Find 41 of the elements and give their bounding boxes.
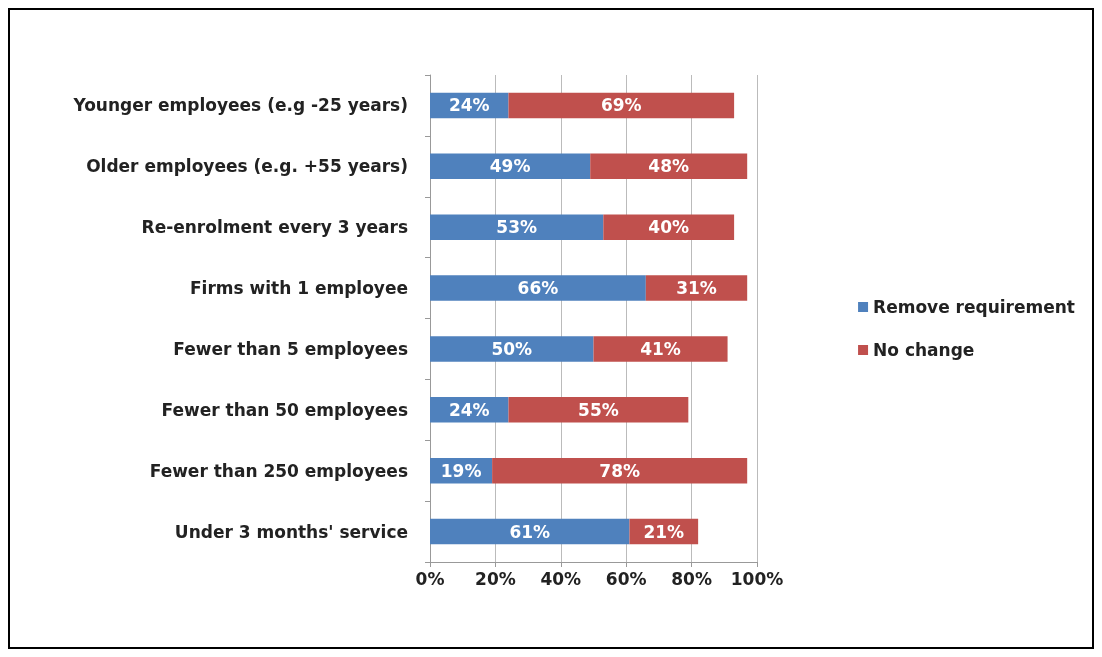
data-label: 40% bbox=[648, 217, 690, 238]
data-label: 21% bbox=[643, 521, 685, 542]
x-tick-label: 40% bbox=[540, 568, 582, 589]
y-tick-label: Fewer than 5 employees bbox=[173, 338, 408, 359]
bar bbox=[430, 518, 630, 545]
bar bbox=[492, 457, 748, 484]
data-label: 24% bbox=[448, 95, 490, 116]
data-label: 41% bbox=[640, 338, 681, 359]
data-label: 66% bbox=[517, 278, 559, 299]
data-label: 53% bbox=[496, 217, 538, 238]
bar bbox=[508, 92, 735, 119]
data-label: 19% bbox=[440, 460, 482, 481]
y-tick-label: Firms with 1 employee bbox=[189, 278, 408, 299]
y-tick-label: Fewer than 50 employees bbox=[161, 399, 408, 420]
bar bbox=[430, 336, 594, 362]
data-label: 61% bbox=[509, 521, 551, 542]
data-label: 49% bbox=[489, 156, 531, 177]
legend-label: No change bbox=[873, 340, 975, 360]
bar bbox=[508, 397, 689, 423]
data-label: 24% bbox=[448, 399, 490, 420]
y-tick-label: Under 3 months' service bbox=[174, 521, 408, 542]
y-tick-label: Re-enrolment every 3 years bbox=[141, 217, 408, 238]
y-tick-label: Older employees (e.g. +55 years) bbox=[86, 156, 408, 177]
data-label: 50% bbox=[491, 338, 533, 359]
bar bbox=[430, 214, 604, 240]
data-label: 78% bbox=[599, 460, 641, 481]
data-label: 55% bbox=[578, 399, 619, 420]
data-label: 48% bbox=[648, 156, 690, 177]
legend-label: Remove requirement bbox=[873, 297, 1076, 317]
y-tick-label: Fewer than 250 employees bbox=[149, 460, 408, 481]
x-tick-label: 100% bbox=[730, 568, 784, 589]
y-tick-label: Younger employees (e.g -25 years) bbox=[72, 95, 408, 116]
data-label: 31% bbox=[676, 278, 717, 299]
bar bbox=[593, 336, 728, 362]
x-tick-label: 60% bbox=[605, 568, 647, 589]
bar bbox=[603, 214, 735, 240]
bar bbox=[430, 275, 646, 301]
data-label: 69% bbox=[600, 95, 642, 116]
x-tick-label: 80% bbox=[671, 568, 712, 589]
x-tick-label: 20% bbox=[475, 568, 516, 589]
x-tick-label: 0% bbox=[415, 568, 445, 589]
